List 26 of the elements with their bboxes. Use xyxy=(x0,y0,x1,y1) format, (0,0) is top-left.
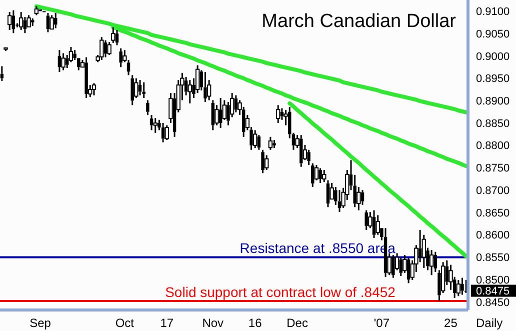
ref-line-label: Solid support at contract low of .8452 xyxy=(165,284,396,300)
y-tick-label: 0.8500 xyxy=(476,274,510,286)
x-tick-label: Oct xyxy=(115,316,135,330)
x-axis-title: Daily xyxy=(476,316,503,330)
y-tick-label: 0.9100 xyxy=(476,6,510,18)
y-tick-label: 0.8550 xyxy=(476,252,510,264)
y-tick-label: 0.8450 xyxy=(476,296,510,309)
x-tick-label: Dec xyxy=(286,316,308,330)
y-tick-label: 0.9050 xyxy=(476,28,510,40)
y-tick-label: 0.8750 xyxy=(476,162,510,175)
y-tick-label: 0.8650 xyxy=(476,207,510,220)
y-tick-label: 0.8900 xyxy=(476,96,510,108)
x-tick-label: 16 xyxy=(248,316,262,330)
x-tick-label: 25 xyxy=(444,316,458,330)
y-tick-label: 0.8700 xyxy=(476,184,510,197)
y-tick-label: 0.8800 xyxy=(476,140,510,152)
y-tick-label: 0.8950 xyxy=(476,73,510,86)
y-tick-label: 0.8850 xyxy=(476,118,510,130)
text: 0.8475 xyxy=(476,286,510,298)
y-tick-label: 0.9000 xyxy=(476,50,510,63)
x-tick-label: Nov xyxy=(202,316,224,330)
text: March Canadian Dollar xyxy=(262,11,457,32)
x-tick-label: 17 xyxy=(160,316,174,330)
x-tick-label: Sep xyxy=(30,316,52,330)
x-tick-label: '07 xyxy=(374,316,390,330)
y-tick-label: 0.8600 xyxy=(476,230,510,242)
